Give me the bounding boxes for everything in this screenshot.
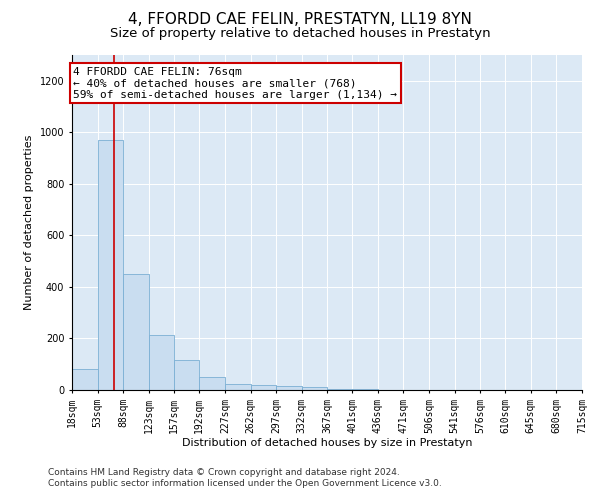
Bar xyxy=(302,388,328,390)
X-axis label: Distribution of detached houses by size in Prestatyn: Distribution of detached houses by size … xyxy=(182,438,472,448)
Bar xyxy=(174,360,199,390)
Bar xyxy=(251,385,276,390)
Bar xyxy=(98,140,123,390)
Bar xyxy=(72,370,98,390)
Text: Contains HM Land Registry data © Crown copyright and database right 2024.
Contai: Contains HM Land Registry data © Crown c… xyxy=(48,468,442,487)
Bar xyxy=(276,386,302,390)
Text: 4, FFORDD CAE FELIN, PRESTATYN, LL19 8YN: 4, FFORDD CAE FELIN, PRESTATYN, LL19 8YN xyxy=(128,12,472,28)
Bar xyxy=(199,377,225,390)
Bar xyxy=(328,388,353,390)
Bar xyxy=(225,384,251,390)
Text: Size of property relative to detached houses in Prestatyn: Size of property relative to detached ho… xyxy=(110,28,490,40)
Y-axis label: Number of detached properties: Number of detached properties xyxy=(24,135,34,310)
Bar xyxy=(123,274,149,390)
Bar xyxy=(149,334,175,390)
Text: 4 FFORDD CAE FELIN: 76sqm
← 40% of detached houses are smaller (768)
59% of semi: 4 FFORDD CAE FELIN: 76sqm ← 40% of detac… xyxy=(73,66,397,100)
